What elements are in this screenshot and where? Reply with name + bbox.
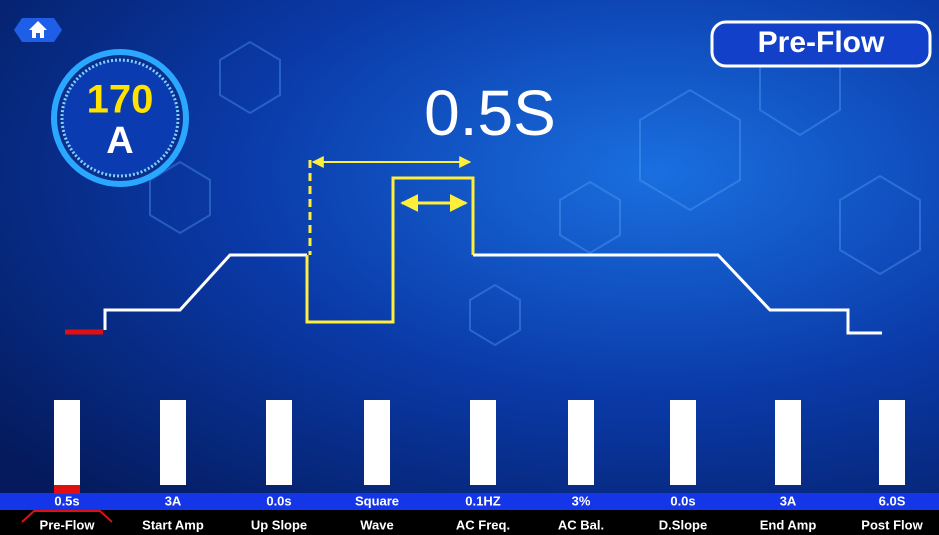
parameter-slider[interactable] xyxy=(775,400,801,485)
current-unit: A xyxy=(106,120,133,162)
current-value: 170 xyxy=(87,78,154,122)
parameter-value: 6.0S xyxy=(879,493,906,508)
parameter-slider[interactable] xyxy=(54,400,80,485)
mode-title: Pre-Flow xyxy=(758,26,885,59)
parameter-value: Square xyxy=(355,493,399,508)
current-gauge: 170 A xyxy=(51,49,189,187)
parameter-value: 0.1HZ xyxy=(465,493,500,508)
parameter-value: 0.0s xyxy=(266,493,291,508)
parameter-label[interactable]: Up Slope xyxy=(251,517,307,532)
parameter-value: 0.0s xyxy=(670,493,695,508)
parameter-slider[interactable] xyxy=(364,400,390,485)
parameter-value: 3% xyxy=(572,493,591,508)
label-strip xyxy=(0,510,939,535)
parameter-label[interactable]: Start Amp xyxy=(142,517,204,532)
parameter-label[interactable]: End Amp xyxy=(760,517,817,532)
parameter-slider[interactable] xyxy=(670,400,696,485)
selected-tab xyxy=(21,510,113,523)
slider-level xyxy=(54,485,80,494)
parameter-label[interactable]: AC Freq. xyxy=(456,517,510,532)
parameter-label[interactable]: Wave xyxy=(360,517,393,532)
value-strip xyxy=(0,493,939,510)
mode-badge: Pre-Flow xyxy=(710,20,932,68)
parameter-label[interactable]: AC Bal. xyxy=(558,517,604,532)
parameter-slider[interactable] xyxy=(160,400,186,485)
parameter-slider[interactable] xyxy=(879,400,905,485)
home-button[interactable] xyxy=(14,18,62,42)
parameter-slider[interactable] xyxy=(568,400,594,485)
parameter-label[interactable]: Pre-Flow xyxy=(40,517,96,532)
display-value: 0.5S xyxy=(424,77,556,149)
parameter-list: 0.5s Pre-Flow 3A Start Amp 0.0s Up Slope Squar… xyxy=(21,400,924,532)
parameter-slider[interactable] xyxy=(470,400,496,485)
waveform xyxy=(65,156,882,335)
parameter-value: 3A xyxy=(780,493,797,508)
parameter-label[interactable]: D.Slope xyxy=(659,517,707,532)
parameter-slider[interactable] xyxy=(266,400,292,485)
parameter-value: 0.5s xyxy=(54,493,79,508)
parameter-value: 3A xyxy=(165,493,182,508)
parameter-label[interactable]: Post Flow xyxy=(861,517,923,532)
